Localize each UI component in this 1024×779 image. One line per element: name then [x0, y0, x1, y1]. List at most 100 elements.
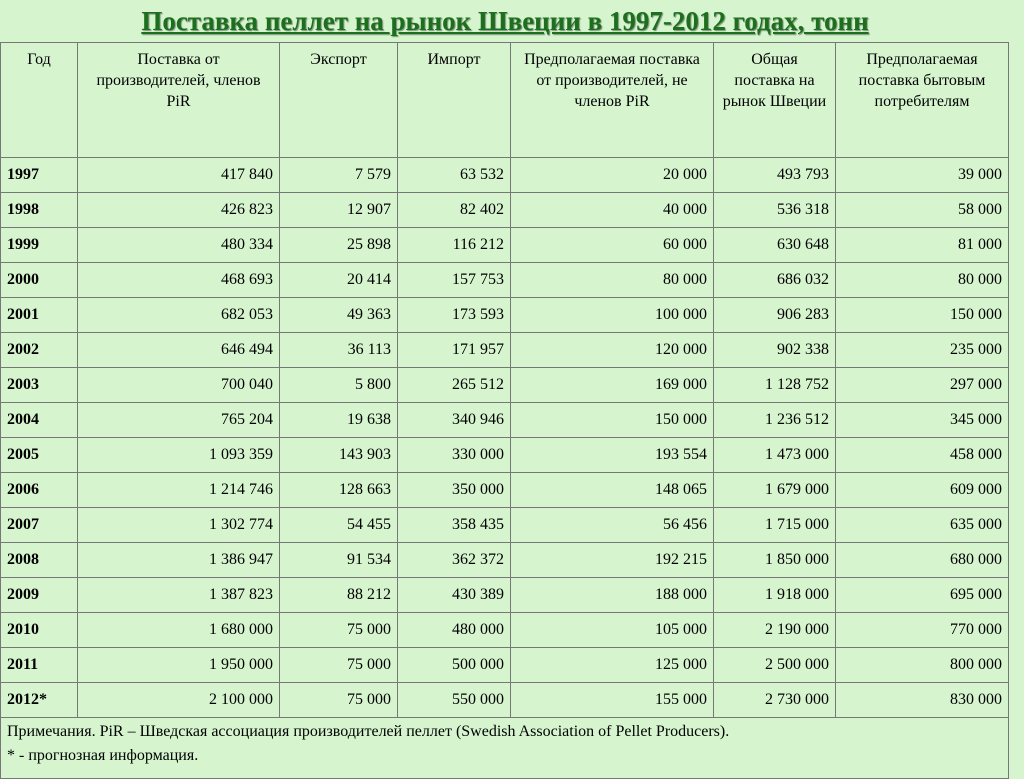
value-cell: 1 302 774: [77, 507, 280, 543]
value-cell: 88 212: [279, 577, 398, 613]
value-cell: 630 648: [713, 227, 836, 263]
value-cell: 1 918 000: [713, 577, 836, 613]
data-row: 2005 1 093 359 143 903 330 000 193 554 1 473 …: [0, 437, 1009, 473]
header-cell: Экспорт: [279, 42, 398, 158]
value-cell: 143 903: [279, 437, 398, 473]
data-row: 2011 1 950 000 75 000 500 000 125 000 2 500 0…: [0, 647, 1009, 683]
value-cell: 75 000: [279, 612, 398, 648]
value-cell: 340 946: [397, 402, 511, 438]
value-cell: 345 000: [835, 402, 1009, 438]
year-cell: 2009: [0, 577, 78, 613]
data-row: 2001 682 053 49 363 173 593 100 000 906 283 15…: [0, 297, 1009, 333]
data-row: 2009 1 387 823 88 212 430 389 188 000 1 918 0…: [0, 577, 1009, 613]
year-cell: 2012*: [0, 682, 78, 718]
data-row: 1999 480 334 25 898 116 212 60 000 630 648 81 …: [0, 227, 1009, 263]
value-cell: 7 579: [279, 157, 398, 193]
year-cell: 2005: [0, 437, 78, 473]
data-row: 1998 426 823 12 907 82 402 40 000 536 318 58 0…: [0, 192, 1009, 228]
value-cell: 330 000: [397, 437, 511, 473]
year-cell: 2011: [0, 647, 78, 683]
value-cell: 1 387 823: [77, 577, 280, 613]
value-cell: 91 534: [279, 542, 398, 578]
value-cell: 171 957: [397, 332, 511, 368]
value-cell: 682 053: [77, 297, 280, 333]
value-cell: 120 000: [510, 332, 714, 368]
header-cell: Общая поставка на рынок Швеции: [713, 42, 836, 158]
value-cell: 468 693: [77, 262, 280, 298]
title: Поставка пеллет на рынок Швеции в 1997-2…: [141, 6, 869, 36]
value-cell: 686 032: [713, 262, 836, 298]
value-cell: 500 000: [397, 647, 511, 683]
value-cell: 56 456: [510, 507, 714, 543]
value-cell: 358 435: [397, 507, 511, 543]
value-cell: 20 414: [279, 262, 398, 298]
notes-row: Примечания. PiR – Шведская ассоциация пр…: [0, 717, 1009, 779]
value-cell: 193 554: [510, 437, 714, 473]
value-cell: 116 212: [397, 227, 511, 263]
data-row: 2008 1 386 947 91 534 362 372 192 215 1 850 0…: [0, 542, 1009, 578]
value-cell: 148 065: [510, 472, 714, 508]
data-row: 2002 646 494 36 113 171 957 120 000 902 338 23…: [0, 332, 1009, 368]
value-cell: 695 000: [835, 577, 1009, 613]
value-cell: 265 512: [397, 367, 511, 403]
value-cell: 765 204: [77, 402, 280, 438]
year-cell: 2001: [0, 297, 78, 333]
value-cell: 125 000: [510, 647, 714, 683]
value-cell: 1 680 000: [77, 612, 280, 648]
value-cell: 40 000: [510, 192, 714, 228]
value-cell: 75 000: [279, 647, 398, 683]
year-cell: 2003: [0, 367, 78, 403]
value-cell: 12 907: [279, 192, 398, 228]
value-cell: 635 000: [835, 507, 1009, 543]
value-cell: 58 000: [835, 192, 1009, 228]
value-cell: 150 000: [510, 402, 714, 438]
value-cell: 105 000: [510, 612, 714, 648]
header-cell: Предполагаемая поставка бытовым потребит…: [835, 42, 1009, 158]
value-cell: 169 000: [510, 367, 714, 403]
value-cell: 2 190 000: [713, 612, 836, 648]
value-cell: 902 338: [713, 332, 836, 368]
value-cell: 1 236 512: [713, 402, 836, 438]
value-cell: 458 000: [835, 437, 1009, 473]
value-cell: 1 128 752: [713, 367, 836, 403]
year-cell: 2010: [0, 612, 78, 648]
value-cell: 906 283: [713, 297, 836, 333]
value-cell: 350 000: [397, 472, 511, 508]
header-cell: Предполагаемая поставка от производителе…: [510, 42, 714, 158]
data-row: 2012* 2 100 000 75 000 550 000 155 000 2 730 …: [0, 682, 1009, 718]
value-cell: 5 800: [279, 367, 398, 403]
value-cell: 150 000: [835, 297, 1009, 333]
data-row: 1997 417 840 7 579 63 532 20 000 493 793 39 00…: [0, 157, 1009, 193]
value-cell: 82 402: [397, 192, 511, 228]
value-cell: 493 793: [713, 157, 836, 193]
value-cell: 25 898: [279, 227, 398, 263]
value-cell: 19 638: [279, 402, 398, 438]
value-cell: 1 850 000: [713, 542, 836, 578]
value-cell: 192 215: [510, 542, 714, 578]
year-cell: 2000: [0, 262, 78, 298]
value-cell: 830 000: [835, 682, 1009, 718]
value-cell: 235 000: [835, 332, 1009, 368]
notes-cell: Примечания. PiR – Шведская ассоциация пр…: [0, 717, 1009, 779]
value-cell: 2 730 000: [713, 682, 836, 718]
value-cell: 480 000: [397, 612, 511, 648]
value-cell: 417 840: [77, 157, 280, 193]
data-row: 2006 1 214 746 128 663 350 000 148 065 1 679 …: [0, 472, 1009, 508]
data-table: Год Поставка от производителей, членов Pi…: [0, 42, 1009, 779]
value-cell: 20 000: [510, 157, 714, 193]
value-cell: 1 950 000: [77, 647, 280, 683]
data-row: 2010 1 680 000 75 000 480 000 105 000 2 190 0…: [0, 612, 1009, 648]
value-cell: 36 113: [279, 332, 398, 368]
value-cell: 39 000: [835, 157, 1009, 193]
year-cell: 2008: [0, 542, 78, 578]
year-cell: 2006: [0, 472, 78, 508]
value-cell: 430 389: [397, 577, 511, 613]
value-cell: 480 334: [77, 227, 280, 263]
data-row: 2007 1 302 774 54 455 358 435 56 456 1 715 00…: [0, 507, 1009, 543]
header-cell: Импорт: [397, 42, 511, 158]
header-cell: Год: [0, 42, 78, 158]
value-cell: 1 093 359: [77, 437, 280, 473]
year-cell: 2007: [0, 507, 78, 543]
header-row: Год Поставка от производителей, членов Pi…: [0, 42, 1009, 158]
